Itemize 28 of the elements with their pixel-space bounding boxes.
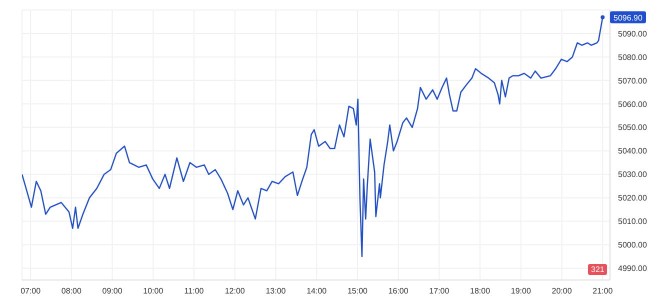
x-tick-label: 18:00 — [470, 286, 491, 296]
x-tick-label: 11:00 — [184, 286, 204, 296]
y-tick-label: 5040.00 — [618, 146, 648, 156]
x-tick-label: 16:00 — [388, 286, 409, 296]
x-tick-label: 13:00 — [266, 286, 286, 296]
x-tick-label: 19:00 — [510, 286, 532, 296]
y-tick-label: 5010.00 — [618, 217, 648, 226]
y-tick-label: 5060.00 — [618, 100, 648, 109]
x-tick-label: 20:00 — [552, 286, 572, 296]
annotation: 321 — [588, 264, 608, 275]
y-tick-label: 5070.00 — [618, 76, 648, 86]
x-tick-label: 10:00 — [143, 286, 164, 296]
y-tick-label: 5030.00 — [618, 170, 648, 180]
x-tick-label: 08:00 — [61, 286, 82, 296]
annotation: 5096.90 — [614, 13, 644, 22]
x-tick-label: 07:00 — [20, 286, 42, 296]
y-tick-label: 5020.00 — [618, 194, 648, 203]
x-tick-label: 21:00 — [592, 286, 614, 296]
y-tick-label: 5000.00 — [618, 240, 648, 250]
y-tick-label: 5080.00 — [618, 52, 648, 62]
y-tick-label: 4990.00 — [618, 264, 648, 274]
y-tick-label: 5090.00 — [618, 29, 648, 38]
x-tick-label: 17:00 — [429, 286, 450, 296]
x-tick-label: 09:00 — [102, 286, 123, 296]
x-tick-label: 12:00 — [224, 286, 246, 296]
x-tick-label: 15:00 — [347, 286, 368, 296]
y-tick-label: 5050.00 — [618, 123, 648, 132]
x-tick-label: 14:00 — [306, 286, 328, 296]
